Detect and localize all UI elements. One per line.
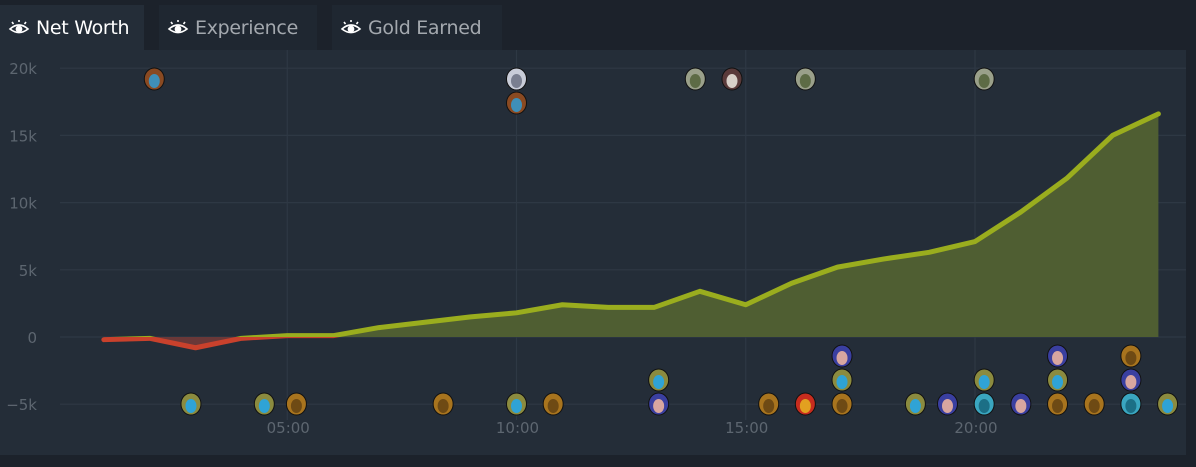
tab-gold-earned[interactable]: Gold Earned bbox=[332, 5, 502, 50]
hero-portrait-face bbox=[1088, 399, 1100, 413]
hero-portrait-face bbox=[726, 74, 738, 88]
hooded-blue-hero-icon bbox=[506, 91, 527, 115]
teal-face-hero-icon bbox=[1120, 392, 1142, 416]
hero-portrait-face bbox=[1125, 351, 1137, 365]
blue-face-hat-hero-icon bbox=[253, 392, 275, 416]
blue-face-hat-hero-icon bbox=[648, 368, 670, 392]
hero-portrait-face bbox=[836, 351, 848, 365]
x-tick-label: 05:00 bbox=[267, 419, 310, 437]
gold-tusk-hero-icon bbox=[758, 392, 780, 416]
hero-portrait-face bbox=[978, 375, 990, 389]
hero-portrait-face bbox=[511, 98, 522, 112]
tab-label: Experience bbox=[195, 16, 298, 39]
x-tick-label: 15:00 bbox=[725, 419, 768, 437]
hooded-blue-hero-icon bbox=[143, 67, 165, 91]
hero-portrait-face bbox=[978, 74, 990, 88]
hero-portrait-face bbox=[1052, 375, 1064, 389]
hero-portrait-face bbox=[653, 399, 665, 413]
eye-icon bbox=[8, 19, 30, 33]
hero-portrait-face bbox=[148, 74, 160, 88]
blue-face-hat-hero-icon bbox=[180, 392, 202, 416]
negative-area bbox=[103, 337, 1159, 348]
blonde-maiden-hero-icon bbox=[648, 392, 670, 416]
hero-portrait-face bbox=[799, 74, 811, 88]
y-tick-label: 15k bbox=[9, 127, 37, 145]
hero-portrait-face bbox=[799, 399, 811, 413]
blue-face-hat-hero-icon bbox=[1047, 368, 1069, 392]
x-tick-label: 10:00 bbox=[496, 419, 539, 437]
skull-hat-hero-icon bbox=[721, 67, 743, 91]
blue-face-hat-hero-icon bbox=[904, 392, 926, 416]
hero-portrait-face bbox=[689, 74, 701, 88]
red-armor-hero-icon bbox=[794, 392, 816, 416]
blue-face-hat-hero-icon bbox=[973, 368, 995, 392]
x-tick-label: 20:00 bbox=[954, 419, 997, 437]
stone-golem-hero-icon bbox=[794, 67, 816, 91]
gold-tusk-hero-icon bbox=[1120, 344, 1142, 368]
gold-tusk-hero-icon bbox=[831, 392, 853, 416]
hero-portrait-face bbox=[1125, 375, 1137, 389]
blonde-maiden-hero-icon bbox=[1010, 392, 1032, 416]
blonde-maiden-hero-icon bbox=[936, 392, 958, 416]
positive-line bbox=[110, 111, 1161, 337]
blue-face-hat-hero-icon bbox=[831, 368, 853, 392]
hero-portrait-face bbox=[836, 399, 848, 413]
hero-portrait-face bbox=[836, 375, 848, 389]
y-tick-label: 0 bbox=[27, 329, 37, 347]
net-worth-chart-panel: 20k 15k 10k 5k 0 −5k 05:00 10:00 15:00 20:00 bbox=[0, 50, 1186, 455]
gold-tusk-hero-icon bbox=[542, 392, 564, 416]
hero-portrait-face bbox=[1052, 399, 1064, 413]
hero-portrait-face bbox=[763, 399, 775, 413]
tab-experience[interactable]: Experience bbox=[159, 5, 317, 50]
hero-portrait-face bbox=[909, 399, 921, 413]
eye-icon bbox=[167, 19, 189, 33]
net-worth-chart: 20k 15k 10k 5k 0 −5k 05:00 10:00 15:00 20:00 bbox=[6, 50, 1186, 437]
white-wolf-hero-icon bbox=[506, 67, 527, 91]
hero-portrait-face bbox=[511, 399, 522, 413]
y-tick-label: 5k bbox=[19, 262, 38, 280]
teal-face-hero-icon bbox=[973, 392, 995, 416]
hero-portrait-face bbox=[185, 399, 197, 413]
blue-face-hat-hero-icon bbox=[506, 392, 527, 416]
hero-portrait-face bbox=[290, 399, 302, 413]
eye-icon bbox=[340, 19, 362, 33]
gold-tusk-hero-icon bbox=[1083, 392, 1105, 416]
y-tick-label: −5k bbox=[6, 396, 37, 414]
hero-portrait-face bbox=[1125, 399, 1137, 413]
blonde-maiden-hero-icon bbox=[831, 344, 853, 368]
hero-portrait-face bbox=[258, 399, 270, 413]
hero-portrait-face bbox=[1162, 399, 1174, 413]
tab-label: Net Worth bbox=[36, 16, 130, 39]
stone-golem-hero-icon bbox=[973, 67, 995, 91]
hero-portrait-face bbox=[653, 375, 665, 389]
hero-portrait-face bbox=[547, 399, 559, 413]
blue-face-hat-hero-icon bbox=[1157, 392, 1179, 416]
tab-net-worth[interactable]: Net Worth bbox=[0, 5, 144, 50]
hero-portrait-face bbox=[511, 74, 522, 88]
y-tick-label: 20k bbox=[9, 60, 37, 78]
stone-golem-hero-icon bbox=[684, 67, 706, 91]
blonde-maiden-hero-icon bbox=[1120, 368, 1142, 392]
gold-tusk-hero-icon bbox=[432, 392, 454, 416]
hero-portrait-face bbox=[978, 399, 990, 413]
hero-portrait-face bbox=[437, 399, 449, 413]
gold-tusk-hero-icon bbox=[285, 392, 307, 416]
hero-portrait-face bbox=[1015, 399, 1027, 413]
blonde-maiden-hero-icon bbox=[1047, 344, 1069, 368]
positive-area bbox=[103, 113, 1159, 337]
hero-portrait-face bbox=[1052, 351, 1064, 365]
hero-portrait-face bbox=[941, 399, 953, 413]
gold-tusk-hero-icon bbox=[1047, 392, 1069, 416]
tab-label: Gold Earned bbox=[368, 16, 482, 39]
y-tick-label: 10k bbox=[9, 195, 37, 213]
